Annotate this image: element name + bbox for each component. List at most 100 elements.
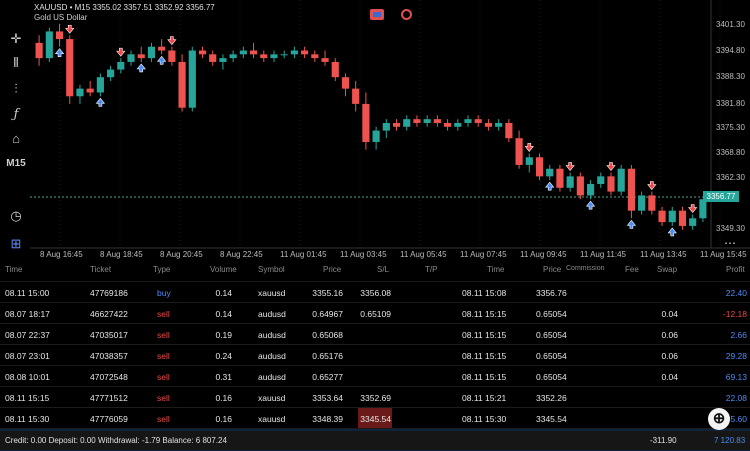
new-order-icon[interactable]: ⊞ <box>10 236 22 251</box>
cell-profit: 69.13 <box>725 372 747 382</box>
candle-body <box>515 138 523 165</box>
cell-close-time: 08.11 15:15 <box>462 309 507 319</box>
column-header[interactable]: Price <box>323 265 342 274</box>
column-header[interactable]: Time <box>487 265 505 274</box>
cell-symbol: audusd <box>258 330 286 340</box>
candle-body <box>372 130 380 143</box>
cell-close-price: 3345.54 <box>536 414 567 424</box>
cell-ticket: 47771512 <box>90 393 128 403</box>
cell-close-time: 08.11 15:15 <box>462 330 507 340</box>
clock-icon[interactable]: ◷ <box>10 208 22 223</box>
candle-body <box>699 199 707 219</box>
candle-body <box>147 46 156 59</box>
chart-color-icon[interactable] <box>401 9 412 20</box>
candle-body <box>311 54 319 59</box>
candles-icon[interactable]: ⫴ <box>13 55 19 70</box>
function-icon[interactable]: ƒ <box>13 106 19 122</box>
column-header[interactable]: Profit <box>726 265 745 274</box>
candle-body <box>413 119 421 123</box>
candle-body <box>219 58 227 62</box>
cell-type: sell <box>157 309 170 319</box>
table-row[interactable]: 08.11 15:15 47771512 sell 0.16 xauusd 3353.64… <box>0 386 750 409</box>
cell-open-time: 08.07 23:01 <box>5 351 50 361</box>
table-row[interactable]: 08.07 23:01 47038357 sell 0.24 audusd 0.65176… <box>0 344 750 367</box>
table-row[interactable]: 08.11 15:30 47776059 sell 0.16 xauusd 3348.39… <box>0 407 750 430</box>
candle-body <box>331 61 339 78</box>
column-header[interactable]: Fee <box>625 265 639 274</box>
candle-body <box>648 195 656 211</box>
timeframe-label[interactable]: M15 <box>6 157 26 169</box>
more-icon[interactable]: ⋯ <box>724 236 736 250</box>
table-row[interactable]: 08.08 10:01 47072548 sell 0.31 audusd 0.65277… <box>0 365 750 388</box>
candle-body <box>403 119 411 127</box>
candle-body <box>55 31 64 40</box>
sell-marker-icon <box>688 204 698 213</box>
candle-body <box>229 54 237 59</box>
cell-volume: 0.24 <box>215 351 232 361</box>
cell-volume: 0.16 <box>215 393 232 403</box>
cell-open-time: 08.11 15:00 <box>5 288 50 298</box>
candle-body <box>96 77 104 93</box>
cell-open-time: 08.07 18:17 <box>5 309 50 319</box>
symbol-ohlc-line: XAUUSD • M15 3355.02 3357.51 3352.92 335… <box>34 3 215 12</box>
column-header[interactable]: Symbol <box>258 265 285 274</box>
column-header[interactable]: T/P <box>425 265 438 274</box>
candle-body <box>280 54 288 56</box>
cell-profit: 22.40 <box>725 288 747 298</box>
table-row[interactable]: 08.07 22:37 47035017 sell 0.19 audusd 0.65068… <box>0 323 750 346</box>
cell-close-price: 0.65054 <box>536 351 567 361</box>
candle-body <box>474 119 482 123</box>
cell-type: buy <box>157 288 171 298</box>
candle-body <box>484 122 493 127</box>
candle-body <box>260 54 268 59</box>
indicators-icon[interactable]: ⫶ <box>14 81 18 96</box>
column-header[interactable]: Swap <box>657 265 678 274</box>
column-header[interactable]: Volume <box>210 265 237 274</box>
cell-volume: 0.14 <box>215 288 232 298</box>
column-header[interactable]: Price <box>543 265 562 274</box>
cell-sl: 3352.69 <box>360 393 391 403</box>
chart-area[interactable]: XAUUSD • M15 3355.02 3357.51 3352.92 335… <box>0 0 750 262</box>
cell-symbol: xauusd <box>258 393 286 403</box>
cell-symbol: xauusd <box>258 414 286 424</box>
candle-body <box>423 119 431 123</box>
objects-icon[interactable]: ⌂ <box>12 130 20 146</box>
table-row[interactable]: 08.07 18:17 46627422 sell 0.14 audusd 0.64967… <box>0 302 750 325</box>
column-header[interactable]: Ticket <box>90 265 112 274</box>
cell-type: sell <box>157 330 170 340</box>
candle-body <box>127 54 135 62</box>
column-header[interactable]: S/L <box>377 265 390 274</box>
sell-marker-icon <box>116 47 126 57</box>
price-tick-label: 3381.80 <box>716 99 745 108</box>
cell-ticket: 47038357 <box>90 351 128 361</box>
candle-body <box>689 218 697 226</box>
cell-close-time: 08.11 15:15 <box>462 351 507 361</box>
time-tick-label: 11 Aug 01:45 <box>280 250 327 259</box>
cell-volume: 0.31 <box>215 372 232 382</box>
cell-profit: 22.08 <box>725 393 747 403</box>
sell-marker-icon <box>565 162 575 172</box>
column-header[interactable]: Type <box>153 265 171 274</box>
sell-marker-icon <box>606 162 616 172</box>
candle-body <box>239 50 247 55</box>
price-chart[interactable] <box>0 0 750 262</box>
candle-body <box>158 46 166 51</box>
candle-body <box>433 119 441 123</box>
candle-body <box>535 157 544 177</box>
candle-body <box>505 122 513 139</box>
candle-body <box>454 122 462 127</box>
column-header[interactable]: Time <box>5 265 23 274</box>
trade-toggle-icon[interactable] <box>370 9 384 20</box>
sell-marker-icon <box>647 181 657 191</box>
table-row[interactable]: 08.11 15:00 47769186 buy 0.14 xauusd 3355.16 3… <box>0 281 750 304</box>
crosshair-icon[interactable]: ✛ <box>10 31 22 46</box>
buy-marker-icon <box>585 200 596 210</box>
cell-sl: 0.65109 <box>360 309 391 319</box>
time-tick-label: 8 Aug 22:45 <box>220 250 263 259</box>
add-icon[interactable]: ⊕ <box>708 408 730 430</box>
buy-marker-icon <box>54 48 65 57</box>
buy-marker-icon <box>545 181 555 191</box>
column-header[interactable]: Commission <box>566 265 605 272</box>
candle-body <box>566 176 574 188</box>
time-tick-label: 11 Aug 03:45 <box>340 250 387 259</box>
